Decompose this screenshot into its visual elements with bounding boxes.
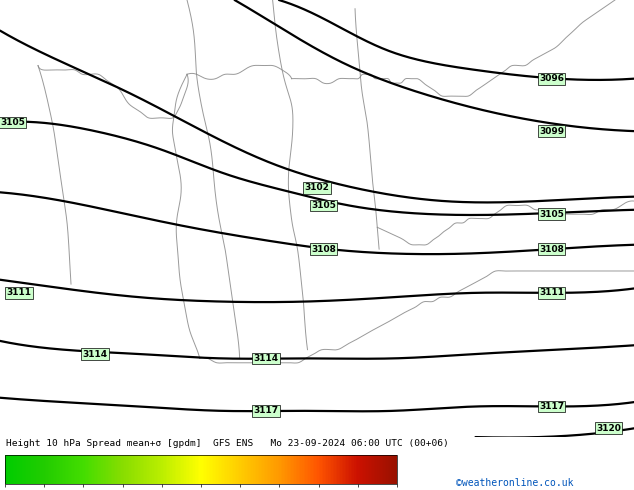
Text: Height 10 hPa Spread mean+σ [gpdm]  GFS ENS   Mo 23-09-2024 06:00 UTC (00+06): Height 10 hPa Spread mean+σ [gpdm] GFS E… [6,439,449,448]
Text: 3120: 3120 [596,424,621,433]
Text: 3105: 3105 [539,210,564,219]
Text: 3117: 3117 [539,402,564,411]
Text: ©weatheronline.co.uk: ©weatheronline.co.uk [456,478,574,488]
Text: 3114: 3114 [82,349,108,359]
Text: 3111: 3111 [539,288,564,297]
Text: 3099: 3099 [539,126,564,136]
Text: 3105: 3105 [311,201,336,210]
Text: 3117: 3117 [254,406,279,416]
Text: 3108: 3108 [539,245,564,254]
Text: 3096: 3096 [539,74,564,83]
Text: 3102: 3102 [304,183,330,193]
Text: 3105: 3105 [0,118,25,127]
Text: 3114: 3114 [254,354,279,363]
Text: 3111: 3111 [6,288,32,297]
Text: 3108: 3108 [311,245,336,254]
